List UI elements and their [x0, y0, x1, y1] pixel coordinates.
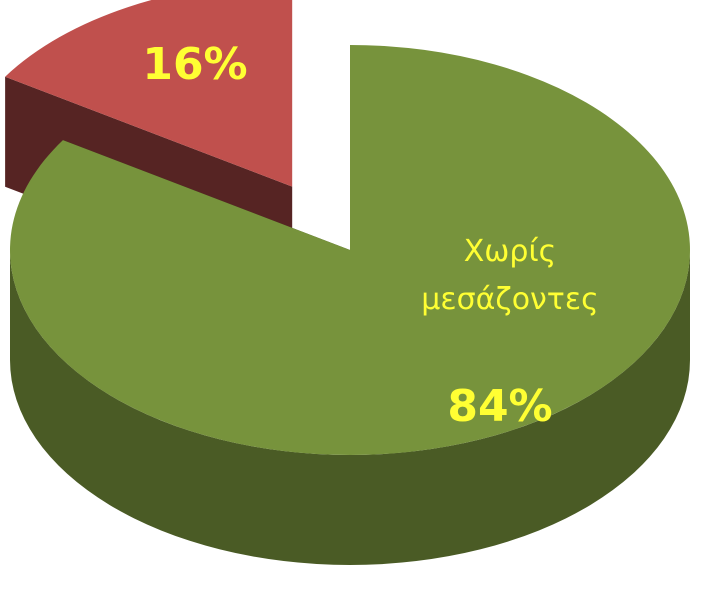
slice — [9, 45, 691, 455]
slice — [5, 0, 293, 187]
slice-side — [10, 250, 690, 565]
category-label: Χωρίς μεσάζοντες — [421, 234, 599, 317]
value-label: 16% — [142, 39, 248, 90]
value-label: 84% — [447, 381, 553, 432]
